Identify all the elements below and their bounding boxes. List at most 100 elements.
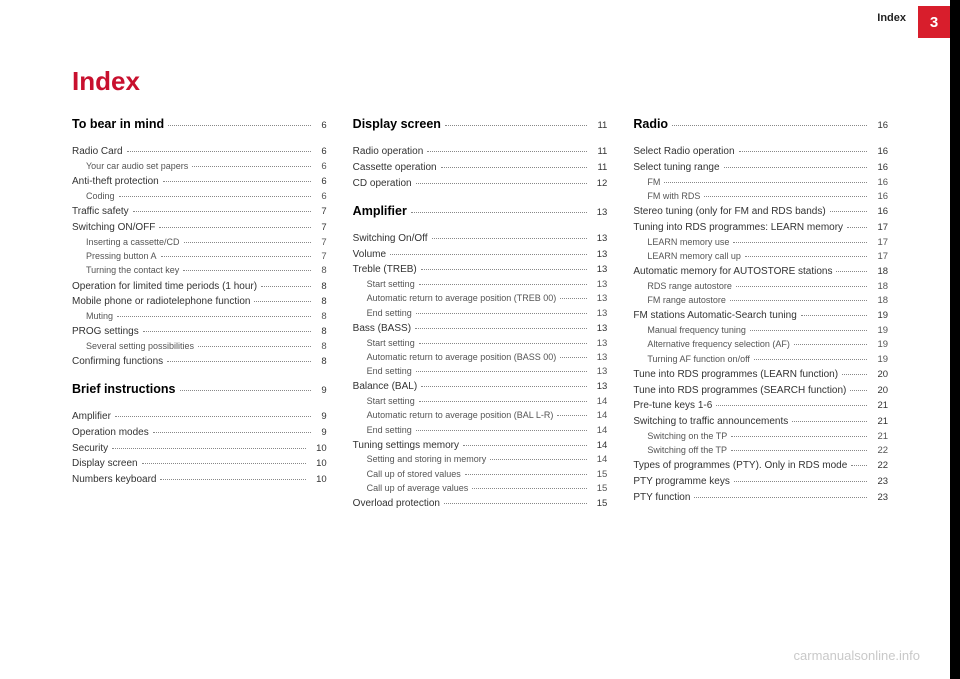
index-entry-label: Stereo tuning (only for FM and RDS bands… [633, 204, 825, 220]
index-item: Stereo tuning (only for FM and RDS bands… [633, 204, 888, 220]
index-entry-page: 23 [871, 491, 888, 506]
page: 3 Index Index To bear in mind6Radio Card… [0, 0, 960, 679]
index-item: Switching ON/OFF7 [72, 220, 327, 236]
index-item: Overload protection15 [353, 496, 608, 512]
index-item: PTY programme keys23 [633, 474, 888, 490]
dot-leader [115, 416, 311, 417]
index-entry-page: 8 [315, 264, 326, 278]
index-entry-page: 21 [871, 415, 888, 430]
index-entry-page: 17 [871, 250, 888, 264]
dot-leader [724, 167, 868, 168]
dot-leader [560, 357, 586, 358]
index-subitem: Pressing button A7 [72, 250, 327, 264]
index-columns: To bear in mind6Radio Card6Your car audi… [72, 115, 888, 512]
index-entry-label: Switching ON/OFF [72, 220, 155, 236]
index-subitem: RDS range autostore18 [633, 280, 888, 294]
index-entry-label: Switching On/Off [353, 231, 428, 247]
index-entry-label: Confirming functions [72, 354, 163, 370]
dot-leader [716, 405, 867, 406]
index-entry-label: Radio operation [353, 144, 424, 160]
index-entry-label: Radio [633, 115, 668, 134]
index-entry-page: 16 [871, 190, 888, 204]
index-entry-label: Pre-tune keys 1-6 [633, 398, 712, 414]
index-entry-label: Several setting possibilities [86, 340, 194, 354]
index-entry-page: 19 [871, 309, 888, 324]
dot-leader [472, 488, 587, 489]
index-entry-page: 6 [315, 145, 326, 160]
index-entry-page: 13 [591, 322, 608, 337]
index-entry-label: FM range autostore [647, 294, 726, 308]
index-entry-label: Automatic return to average position (BA… [367, 409, 554, 423]
header-label: Index [877, 12, 906, 24]
index-item: Operation modes 9 [72, 425, 327, 441]
dot-leader [143, 331, 312, 332]
dot-leader [416, 313, 587, 314]
dot-leader [261, 286, 311, 287]
dot-leader [390, 254, 587, 255]
index-subitem: Manual frequency tuning19 [633, 324, 888, 338]
index-entry-page: 15 [591, 468, 608, 482]
index-item: Types of programmes (PTY). Only in RDS m… [633, 458, 888, 474]
content: Index To bear in mind6Radio Card6Your ca… [72, 66, 888, 639]
index-column: Display screen11Radio operation11Cassett… [353, 115, 608, 512]
dot-leader [792, 421, 867, 422]
index-subitem: FM16 [633, 176, 888, 190]
index-entry-page: 7 [315, 250, 326, 264]
index-entry-page: 12 [591, 177, 608, 192]
spacer [353, 134, 608, 144]
index-subitem: Automatic return to average position (BA… [353, 409, 608, 423]
dot-leader [736, 286, 868, 287]
index-entry-page: 6 [315, 175, 326, 190]
index-entry-label: Start setting [367, 278, 415, 292]
index-entry-label: Manual frequency tuning [647, 324, 746, 338]
index-entry-label: Amplifier [353, 202, 407, 221]
index-entry-label: Mobile phone or radiotelephone function [72, 294, 250, 310]
index-entry-page: 14 [591, 439, 608, 454]
dot-leader [254, 301, 311, 302]
dot-leader [731, 436, 867, 437]
index-subitem: Several setting possibilities 8 [72, 340, 327, 354]
index-entry-label: Cassette operation [353, 160, 437, 176]
index-entry-label: Overload protection [353, 496, 440, 512]
index-item: Numbers keyboard10 [72, 472, 327, 488]
dot-leader [850, 390, 867, 391]
index-entry-page: 9 [315, 426, 326, 441]
dot-leader [419, 284, 587, 285]
dot-leader [731, 450, 867, 451]
index-entry-page: 15 [591, 482, 608, 496]
index-item: Tune into RDS programmes (LEARN function… [633, 367, 888, 383]
index-subitem: Muting8 [72, 310, 327, 324]
edge-band [950, 0, 960, 679]
index-section: Radio16 [633, 115, 888, 134]
index-item: Radio operation11 [353, 144, 608, 160]
index-entry-label: Brief instructions [72, 380, 176, 399]
index-entry-label: Turning the contact key [86, 264, 179, 278]
index-column: Radio16Select Radio operation16Select tu… [633, 115, 888, 512]
dot-leader [851, 465, 867, 466]
index-entry-page: 13 [591, 337, 608, 351]
index-entry-page: 21 [871, 430, 888, 444]
index-entry-label: Select tuning range [633, 160, 719, 176]
index-item: Switching On/Off 13 [353, 231, 608, 247]
dot-leader [112, 448, 306, 449]
index-subitem: Alternative frequency selection (AF)19 [633, 338, 888, 352]
index-entry-label: Operation modes [72, 425, 149, 441]
spacer [353, 192, 608, 202]
index-entry-label: Start setting [367, 395, 415, 409]
index-entry-label: Alternative frequency selection (AF) [647, 338, 790, 352]
dot-leader [432, 238, 587, 239]
index-item: FM stations Automatic-Search tuning19 [633, 308, 888, 324]
dot-leader [133, 211, 312, 212]
index-entry-label: Muting [86, 310, 113, 324]
dot-leader [184, 242, 312, 243]
index-entry-page: 8 [315, 340, 326, 354]
index-entry-page: 8 [315, 295, 326, 310]
dot-leader [730, 300, 868, 301]
index-entry-label: End setting [367, 365, 412, 379]
index-entry-label: Automatic memory for AUTOSTORE stations [633, 264, 832, 280]
index-subitem: FM range autostore18 [633, 294, 888, 308]
dot-leader [734, 481, 868, 482]
index-subitem: Switching off the TP22 [633, 444, 888, 458]
index-entry-page: 8 [315, 355, 326, 370]
index-entry-page: 13 [591, 232, 608, 247]
